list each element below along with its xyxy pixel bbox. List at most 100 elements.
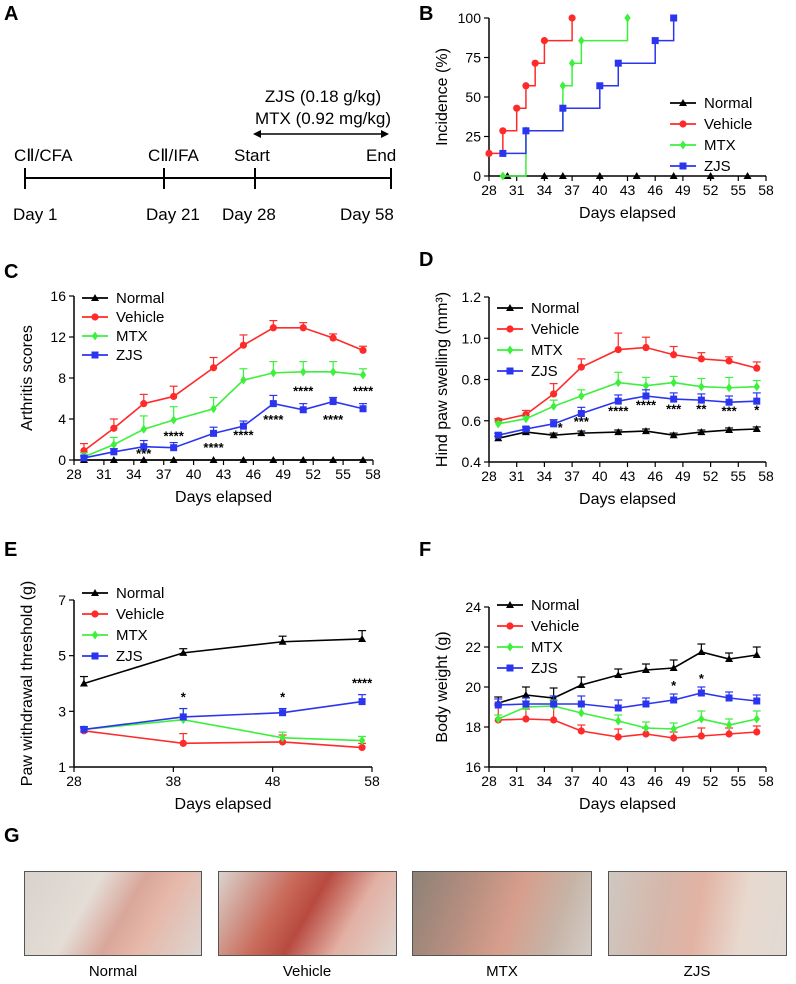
chart-b-point-vehicle <box>485 149 493 158</box>
chart-c-point-vehicle <box>140 400 148 408</box>
chart-d-significance: ** <box>696 402 707 417</box>
chart-d-point-zjs <box>614 397 622 405</box>
chart-f-point-normal <box>521 691 530 698</box>
chart-f-line-vehicle <box>498 718 757 739</box>
chart-c-point-zjs <box>329 398 337 406</box>
chart-e-significance: * <box>280 690 286 705</box>
chart-f-point-zjs <box>725 694 733 702</box>
chart-d-x-tick-label: 40 <box>592 468 608 484</box>
chart-c-x-tick-label: 46 <box>246 466 262 482</box>
chart-d-point-mtx <box>642 381 650 391</box>
chart-d-point-vehicle <box>670 351 678 359</box>
chart-f-legend-label-normal: Normal <box>531 597 579 614</box>
timeline-treatment-line1: ZJS (0.18 g/kg) <box>265 87 381 106</box>
chart-d-point-normal <box>725 426 734 434</box>
chart-b-point-mtx <box>568 58 576 68</box>
chart-b-point-normal <box>743 172 752 179</box>
chart-c-x-tick-label: 28 <box>66 466 82 482</box>
chart-f-y-tick-label: 22 <box>465 639 481 655</box>
chart-c-x-tick-label: 34 <box>126 466 142 482</box>
chart-d-point-mtx <box>578 391 585 401</box>
chart-c-y-tick-label: 16 <box>50 288 66 304</box>
chart-e-x-tick-label: 58 <box>364 773 380 789</box>
chart-c-point-mtx <box>240 375 247 385</box>
chart-b-point-vehicle <box>513 104 521 112</box>
chart-e-point-mtx <box>358 736 366 746</box>
chart-c-significance: *** <box>136 446 152 461</box>
chart-c-point-zjs <box>299 406 307 414</box>
chart-f-x-tick-label: 52 <box>703 773 719 789</box>
timeline-treatment-line2: MTX (0.92 mg/kg) <box>255 109 391 128</box>
chart-b-point-normal <box>706 172 715 179</box>
chart-d-x-tick-label: 49 <box>675 468 691 484</box>
panel-label-c: C <box>4 261 18 283</box>
chart-b-point-zjs <box>522 127 530 135</box>
chart-f-x-tick-label: 28 <box>481 773 497 789</box>
chart-d-point-zjs <box>642 392 650 400</box>
photo-caption-normal: Normal <box>88 963 138 980</box>
chart-d-significance: * <box>754 403 760 418</box>
chart-c-point-zjs <box>239 422 247 430</box>
chart-f-point-zjs <box>550 700 558 708</box>
chart-d-legend-marker-vehicle <box>506 325 514 333</box>
chart-d-point-vehicle <box>642 343 650 352</box>
chart-d-line-vehicle <box>498 346 757 422</box>
chart-f-y-tick-label: 24 <box>465 599 481 615</box>
chart-d-legend-marker-zjs <box>506 367 514 375</box>
chart-b-y-tick-label: 50 <box>465 89 481 105</box>
chart-d-point-vehicle <box>725 357 733 365</box>
chart-d-point-normal <box>697 428 706 436</box>
chart-e-y-tick-label: 3 <box>58 703 66 719</box>
chart-c-significance: **** <box>263 412 284 427</box>
chart-e-x-label: Days elapsed <box>175 796 272 813</box>
chart-f-x-tick-label: 40 <box>592 773 608 789</box>
chart-e-point-normal <box>358 634 367 642</box>
chart-d-point-zjs <box>550 420 558 428</box>
arrowhead-left <box>253 130 261 138</box>
chart-d-point-mtx <box>495 419 502 429</box>
chart-b-x-tick-label: 43 <box>620 182 636 198</box>
chart-c-x-label: Days elapsed <box>175 489 272 506</box>
chart-f-point-zjs <box>577 700 585 708</box>
event-day-1: Day 1 <box>13 205 57 224</box>
chart-f-point-vehicle <box>642 730 650 738</box>
chart-e-point-zjs <box>80 725 88 733</box>
chart-c-significance: **** <box>293 383 314 398</box>
chart-d-point-zjs <box>522 425 530 433</box>
chart-b-x-tick-label: 31 <box>509 182 525 198</box>
chart-e-legend-marker-vehicle <box>91 610 99 618</box>
chart-b-point-mtx <box>624 13 631 23</box>
timeline-panel: ZJS (0.18 g/kg) MTX (0.92 mg/kg) CⅡ/CFA … <box>13 87 396 224</box>
chart-c-point-zjs <box>269 400 277 408</box>
chart-d-point-zjs <box>697 396 705 404</box>
chart-f-point-normal <box>641 666 650 673</box>
chart-b-legend-marker-mtx <box>679 140 687 150</box>
chart-f-y-label: Body weight (g) <box>434 631 451 742</box>
chart-c-point-normal <box>209 456 218 463</box>
chart-e-y-tick-label: 1 <box>58 759 66 775</box>
chart-e-point-mtx <box>279 733 286 743</box>
chart-d-point-mtx <box>753 382 760 392</box>
chart-c-legend-marker-mtx <box>91 331 99 341</box>
chart-b-point-vehicle <box>499 127 507 135</box>
chart-d-point-normal <box>577 429 586 437</box>
chart-f-x-tick-label: 43 <box>620 773 636 789</box>
chart-c-significance: **** <box>164 429 185 444</box>
panel-label-b: B <box>419 3 433 25</box>
chart-b-point-zjs <box>614 59 622 67</box>
chart-f-x-tick-label: 55 <box>731 773 747 789</box>
chart-d-x-tick-label: 31 <box>509 468 525 484</box>
chart-b-point-vehicle <box>540 36 549 45</box>
chart-c-significance: **** <box>353 383 374 398</box>
chart-c-y-tick-label: 8 <box>58 370 66 386</box>
chart-f-x-tick-label: 58 <box>758 773 774 789</box>
chart-f-point-normal <box>669 664 678 671</box>
chart-b-point-mtx <box>499 171 507 181</box>
chart-f-point-zjs <box>522 700 530 708</box>
chart-b-x-label: Days elapsed <box>579 205 676 222</box>
chart-d-x-tick-label: 46 <box>647 468 663 484</box>
chart-b-point-zjs <box>596 82 604 90</box>
chart-d-point-normal <box>549 431 558 439</box>
chart-b-incidence: 28 31 34 37 40 43 46 49 52 55 58 0 25 50 75 100 Days ela… <box>434 10 774 222</box>
event-day-28: Day 28 <box>222 205 276 224</box>
